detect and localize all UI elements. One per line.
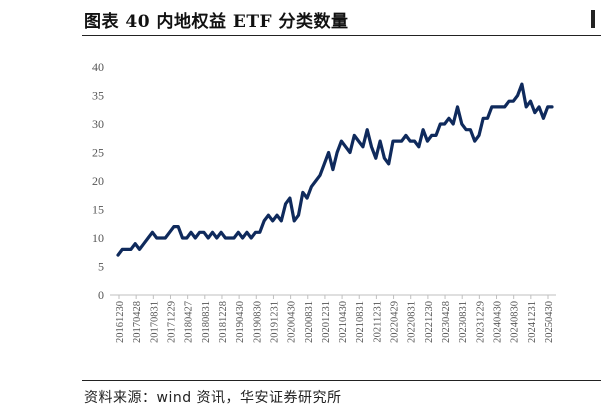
x-tick-label: 20190830	[252, 301, 263, 343]
page-edge-marker	[591, 10, 595, 28]
y-tick-label: 40	[92, 60, 104, 74]
y-axis-labels: 0 5 10 15 20 25 30 35 40	[92, 60, 104, 302]
x-tick-label: 20200430	[287, 301, 298, 343]
x-tick-label: 20231229	[475, 301, 486, 343]
source-wind: wind	[156, 390, 192, 406]
x-tick-label: 20200831	[304, 301, 315, 343]
x-tick-label: 20240430	[493, 301, 504, 343]
y-tick-label: 30	[92, 117, 104, 131]
x-tick-label: 20180831	[201, 301, 212, 343]
x-tick-label: 20180427	[184, 301, 195, 343]
y-tick-label: 5	[98, 260, 104, 274]
x-tick-label: 20230831	[458, 301, 469, 343]
x-tick-label: 20230428	[441, 301, 452, 343]
y-tick-label: 25	[92, 146, 104, 160]
x-tick-label: 20221230	[424, 301, 435, 343]
x-tick-label: 20190430	[235, 301, 246, 343]
source-note: 资料来源：wind 资讯，华安证券研究所	[84, 387, 342, 407]
source-rest: 资讯，华安证券研究所	[191, 390, 342, 406]
x-tick-label: 20211231	[372, 301, 383, 343]
title-underline	[82, 35, 601, 36]
source-label: 资料来源：	[84, 390, 157, 406]
x-tick-label: 20250430	[544, 301, 555, 343]
y-tick-label: 0	[98, 288, 104, 302]
footer-divider	[82, 380, 601, 381]
x-tick-label: 20210831	[355, 301, 366, 343]
series-line-etf-count	[116, 82, 554, 257]
x-tick-label: 20210430	[338, 301, 349, 343]
x-tick-label: 20171229	[166, 301, 177, 343]
x-axis-labels: 20161230 20170428 20170831 20171229 20180427…	[115, 301, 555, 343]
x-tick-label: 20170831	[149, 301, 160, 343]
y-tick-label: 15	[92, 203, 104, 217]
x-tick-label: 20161230	[115, 301, 126, 343]
x-tick-label: 20220831	[407, 301, 418, 343]
x-tick-label: 20181228	[218, 301, 229, 343]
y-tick-label: 20	[92, 174, 104, 188]
figure-title: 图表 40 内地权益 ETF 分类数量	[84, 12, 349, 32]
x-tick-label: 20170428	[132, 301, 143, 343]
y-tick-label: 35	[92, 89, 104, 103]
y-tick-label: 10	[92, 231, 104, 245]
x-tick-label: 20241231	[527, 301, 538, 343]
x-axis-ticks	[118, 295, 549, 299]
x-tick-label: 20240830	[510, 301, 521, 343]
x-tick-label: 20220429	[390, 301, 401, 343]
x-tick-label: 20191231	[269, 301, 280, 343]
x-tick-label: 20201231	[321, 301, 332, 343]
